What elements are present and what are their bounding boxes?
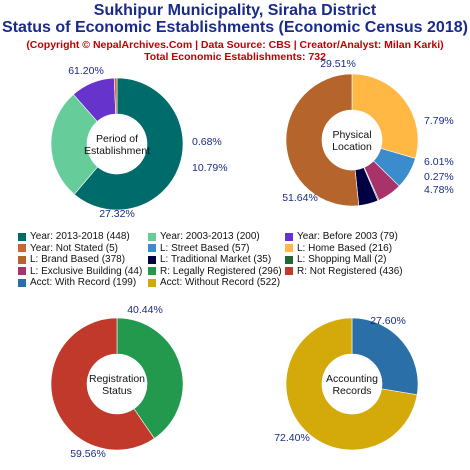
percent-label: 7.79% — [424, 115, 454, 127]
legend-label: R: Legally Registered (296) — [160, 265, 282, 277]
percent-label: 61.20% — [68, 65, 104, 77]
legend-item: Year: Before 2003 (79) — [285, 231, 398, 242]
donut-hole — [322, 354, 382, 414]
legend-label: Year: 2013-2018 (448) — [30, 231, 130, 242]
legend-item: L: Shopping Mall (2) — [285, 254, 387, 265]
legend-item: L: Traditional Market (35) — [148, 254, 271, 265]
percent-label: 0.68% — [192, 136, 222, 148]
percent-label: 29.51% — [320, 58, 356, 70]
percent-label: 0.27% — [424, 171, 454, 183]
legend-item: Year: 2013-2018 (448) — [18, 231, 130, 242]
donut-center-label: Physical — [332, 129, 371, 141]
percent-label: 4.78% — [424, 184, 454, 196]
percent-label: 27.32% — [99, 208, 135, 220]
legend-swatch — [18, 232, 26, 241]
donut-center-label: Location — [332, 141, 372, 153]
chart-subtitle: Status of Economic Establishments (Econo… — [2, 19, 468, 36]
percent-label: 10.79% — [192, 162, 228, 174]
donut-center-label: Accounting — [326, 373, 378, 385]
legend-label: L: Brand Based (378) — [30, 254, 126, 265]
legend-label: Acct: With Record (199) — [30, 277, 137, 288]
legend-swatch — [285, 255, 293, 264]
legend-item: L: Street Based (57) — [148, 243, 250, 254]
legend-label: L: Street Based (57) — [160, 242, 250, 254]
legend-label: Acct: Without Record (522) — [160, 277, 281, 288]
percent-label: 59.56% — [70, 448, 106, 460]
donut-slice — [116, 317, 184, 439]
legend-label: Year: 2003-2013 (200) — [160, 231, 260, 242]
legend-item: L: Exclusive Building (44) — [18, 266, 142, 277]
donut-center-label: Registration — [89, 373, 145, 385]
percent-label: 6.01% — [424, 156, 454, 168]
legend-swatch — [285, 232, 293, 241]
legend-label: R: Not Registered (436) — [297, 265, 403, 277]
donut-hole — [322, 110, 382, 170]
donut-hole — [87, 354, 147, 414]
legend-item: Acct: With Record (199) — [18, 277, 136, 288]
legend-swatch — [148, 244, 156, 252]
legend-label: L: Home Based (216) — [297, 242, 393, 254]
legend-swatch — [148, 255, 156, 264]
legend-swatch — [18, 278, 26, 287]
legend-item: L: Brand Based (378) — [18, 254, 125, 265]
legend-item: Year: 2003-2013 (200) — [148, 231, 260, 242]
legend-swatch — [148, 267, 156, 275]
legend-label: Year: Before 2003 (79) — [297, 231, 398, 242]
legend-swatch — [18, 244, 26, 252]
legend-item: Acct: Without Record (522) — [148, 277, 280, 288]
legend-item: L: Home Based (216) — [285, 243, 392, 254]
legend-swatch — [285, 267, 293, 275]
donut-center-label: Period of — [96, 133, 138, 145]
chart-title: Sukhipur Municipality, Siraha District — [93, 2, 377, 19]
legend-item: Year: Not Stated (5) — [18, 243, 118, 254]
legend-swatch — [285, 244, 293, 252]
legend-swatch — [148, 278, 156, 287]
legend-swatch — [18, 267, 26, 275]
legend-label: L: Exclusive Building (44) — [30, 265, 143, 277]
legend-label: L: Shopping Mall (2) — [297, 254, 387, 265]
legend-swatch — [18, 255, 26, 264]
percent-label: 51.64% — [282, 192, 318, 204]
legend-item: R: Not Registered (436) — [285, 266, 403, 277]
percent-label: 27.60% — [370, 315, 406, 327]
credit-line: (Copyright © NepalArchives.Com | Data So… — [26, 39, 444, 51]
donut-center-label: Records — [332, 385, 371, 397]
percent-label: 40.44% — [127, 304, 163, 316]
legend-swatch — [148, 232, 156, 241]
donut-center-label: Establishment — [84, 145, 150, 157]
legend-label: Year: Not Stated (5) — [30, 242, 119, 254]
legend-label: L: Traditional Market (35) — [160, 254, 272, 265]
total-establishments: Total Economic Establishments: 732 — [144, 51, 326, 63]
donut-hole — [87, 114, 147, 174]
donut-center-label: Status — [102, 385, 132, 397]
legend-item: R: Legally Registered (296) — [148, 266, 282, 277]
percent-label: 72.40% — [274, 432, 310, 444]
